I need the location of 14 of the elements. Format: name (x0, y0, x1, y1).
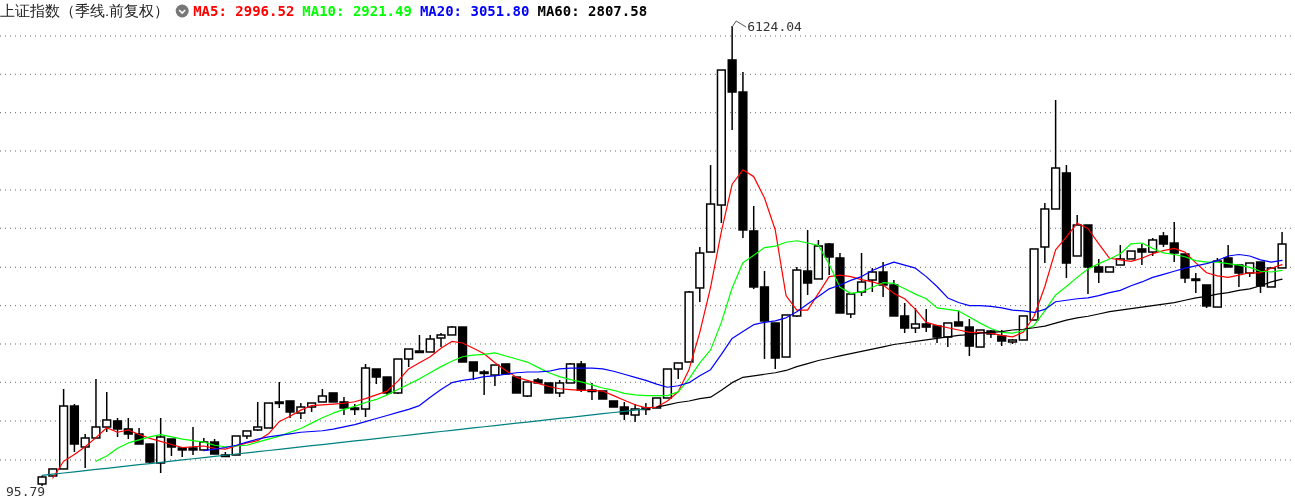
annotation: 95.79 (6, 484, 46, 499)
annotation: 6124.04 (747, 19, 803, 34)
text: MA60: 2807.58 (537, 3, 648, 19)
text: MA20: 3051.80 (419, 3, 530, 19)
candlestick (802, 229, 813, 296)
candlestick (856, 252, 867, 297)
candlestick (468, 361, 478, 381)
candlestick (910, 307, 921, 334)
candlestick (112, 417, 123, 438)
text: MA10: 2921.49 (302, 3, 412, 19)
candlestick (1201, 284, 1212, 309)
chart-title: 上证指数（季线.前复权） (0, 2, 170, 19)
candlestick (414, 334, 425, 354)
text: MA5: 2996.52 (193, 3, 295, 19)
